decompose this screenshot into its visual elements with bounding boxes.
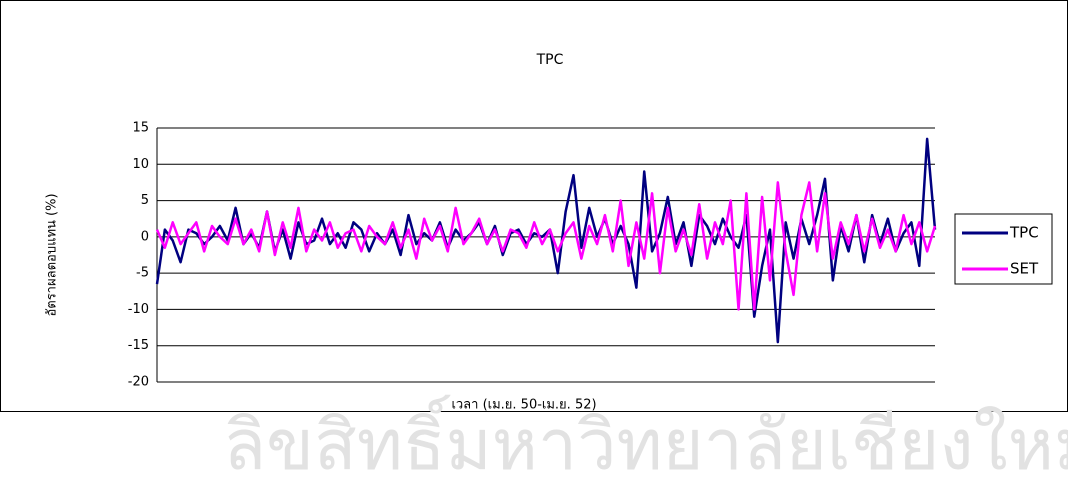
y-tick-label: -5: [136, 266, 149, 281]
legend-label: SET: [1010, 260, 1039, 278]
chart-title: TPC: [536, 52, 564, 68]
x-axis-label: เวลา (เม.ย. 50-เม.ย. 52): [451, 398, 596, 413]
chart-border: [1, 1, 1068, 412]
watermark: ลิขสิทธิ์มหาวิทยาลัยเชียงใหม่: [223, 395, 1068, 477]
y-tick-label: -10: [128, 302, 149, 317]
y-tick-label: 15: [132, 121, 149, 136]
legend-label: TPC: [1009, 224, 1039, 242]
y-tick-label: 10: [132, 157, 149, 172]
y-tick-label: 5: [141, 193, 149, 208]
y-tick-label: 0: [141, 229, 149, 244]
y-tick-label: -15: [128, 338, 149, 353]
y-axis-label: อัตราผลตอบแทน (%): [45, 193, 60, 316]
y-tick-label: -20: [128, 375, 149, 390]
chart: ลิขสิทธิ์มหาวิทยาลัยเชียงใหม่ TPC อัตราผ…: [0, 0, 1068, 477]
